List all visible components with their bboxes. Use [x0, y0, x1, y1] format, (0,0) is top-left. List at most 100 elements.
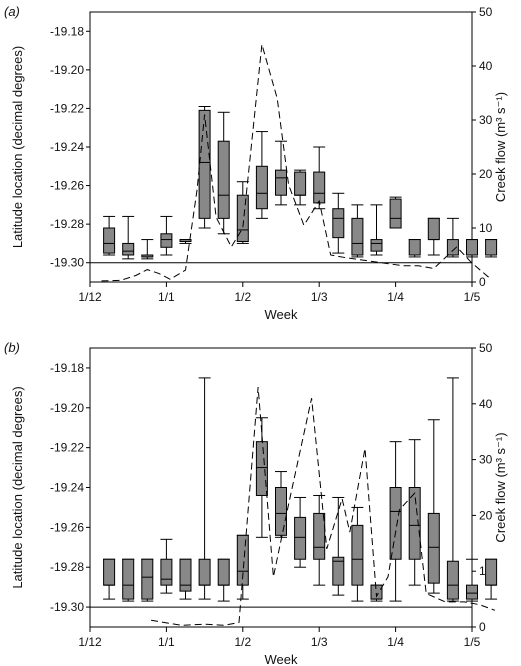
box-7 — [236, 534, 249, 600]
x-tick-label: 1/12 — [78, 635, 102, 649]
box-body — [485, 239, 498, 256]
box-body — [332, 208, 345, 239]
box-16 — [408, 439, 421, 586]
box-body — [103, 227, 116, 254]
box-body — [236, 534, 249, 586]
y-tick-label: -19.28 — [50, 217, 84, 231]
box-20 — [485, 558, 498, 600]
y2-tick-label: 30 — [479, 113, 493, 127]
box-10 — [294, 169, 307, 206]
x-tick-label: 1/2 — [234, 635, 251, 649]
box-15 — [389, 196, 402, 229]
box-12 — [332, 192, 345, 254]
x-tick-label: 1/5 — [464, 635, 481, 649]
box-17 — [427, 217, 440, 256]
x-axis-label: Week — [265, 307, 298, 322]
box-0 — [103, 215, 116, 256]
y2-tick-label: 30 — [479, 453, 493, 467]
box-body — [332, 556, 345, 586]
box-7 — [236, 181, 249, 244]
box-5 — [198, 106, 211, 229]
y2-axis-label: Creek flow (m³ s⁻¹) — [493, 432, 508, 542]
y-tick-label: -19.26 — [50, 179, 84, 193]
y-tick-label: -19.28 — [50, 560, 84, 574]
box-19 — [466, 239, 478, 258]
box-body — [351, 524, 364, 586]
box-2 — [141, 558, 154, 602]
box-16 — [408, 239, 421, 258]
y2-tick-label: 20 — [479, 508, 493, 522]
box-0 — [103, 558, 116, 600]
box-body — [217, 558, 230, 586]
box-13 — [351, 204, 364, 258]
box-body — [408, 487, 421, 560]
x-tick-label: 1/2 — [234, 290, 251, 304]
y2-tick-label: 50 — [479, 341, 493, 355]
box-body — [446, 560, 459, 600]
y-tick-label: -19.30 — [50, 256, 84, 270]
box-2 — [141, 239, 154, 260]
y-tick-label: -19.22 — [50, 101, 84, 115]
box-3 — [160, 215, 173, 256]
box-body — [255, 441, 268, 496]
creek-flow-line — [101, 44, 492, 282]
box-body — [466, 584, 478, 600]
box-1 — [122, 215, 135, 260]
box-body — [179, 558, 192, 592]
box-15 — [389, 441, 402, 602]
y-tick-label: -19.24 — [50, 481, 84, 495]
box-8 — [255, 417, 268, 538]
box-body — [160, 233, 173, 248]
box-17 — [427, 419, 440, 594]
box-body — [485, 558, 498, 586]
y2-tick-label: 50 — [479, 5, 493, 19]
box-body — [294, 516, 307, 560]
box-5 — [198, 377, 211, 600]
box-14 — [370, 204, 383, 256]
box-body — [141, 558, 154, 600]
panel-a: -19.30 -19.28 -19.26 -19.24 -19.22 -19.20 -19.… — [4, 4, 508, 322]
box-10 — [294, 496, 307, 568]
y-axis-label: Latitude location (decimal degrees) — [10, 386, 25, 588]
box-body — [408, 239, 421, 256]
box-body — [236, 194, 249, 242]
box-18 — [446, 217, 459, 258]
box-body — [103, 558, 116, 586]
box-9 — [275, 471, 287, 538]
box-13 — [351, 506, 364, 602]
box-3 — [160, 538, 173, 594]
x-axis-label: Week — [265, 652, 298, 666]
box-body — [313, 171, 326, 204]
y-tick-label: -19.20 — [50, 63, 84, 77]
box-9 — [275, 140, 287, 206]
y-tick-label: -19.26 — [50, 520, 84, 534]
box-body — [427, 512, 440, 584]
y-tick-label: -19.24 — [50, 140, 84, 154]
y-tick-label: -19.20 — [50, 401, 84, 415]
box-body — [122, 242, 135, 256]
y2-tick-label: 10 — [479, 221, 493, 235]
box-body — [389, 198, 402, 229]
box-18 — [446, 377, 459, 602]
y2-tick-label: 0 — [479, 620, 486, 634]
x-tick-label: 1/4 — [387, 290, 404, 304]
x-tick-label: 1/3 — [311, 635, 328, 649]
x-tick-label: 1/1 — [158, 290, 175, 304]
x-tick-label: 1/1 — [158, 635, 175, 649]
y2-tick-label: 40 — [479, 397, 493, 411]
box-body — [370, 239, 383, 252]
box-11 — [313, 494, 326, 586]
box-body — [275, 169, 287, 196]
y-tick-label: -19.30 — [50, 600, 84, 614]
box-body — [427, 217, 440, 241]
box-body — [275, 487, 287, 536]
box-19 — [466, 558, 478, 602]
box-body — [122, 558, 135, 600]
panel-b: -19.30 -19.28 -19.26 -19.24 -19.22 -19.20 -19.… — [4, 340, 508, 666]
x-tick-label: 1/5 — [464, 290, 481, 304]
x-tick-label: 1/12 — [78, 290, 102, 304]
box-body — [466, 239, 478, 256]
box-6 — [217, 558, 230, 602]
y2-tick-label: 20 — [479, 167, 493, 181]
